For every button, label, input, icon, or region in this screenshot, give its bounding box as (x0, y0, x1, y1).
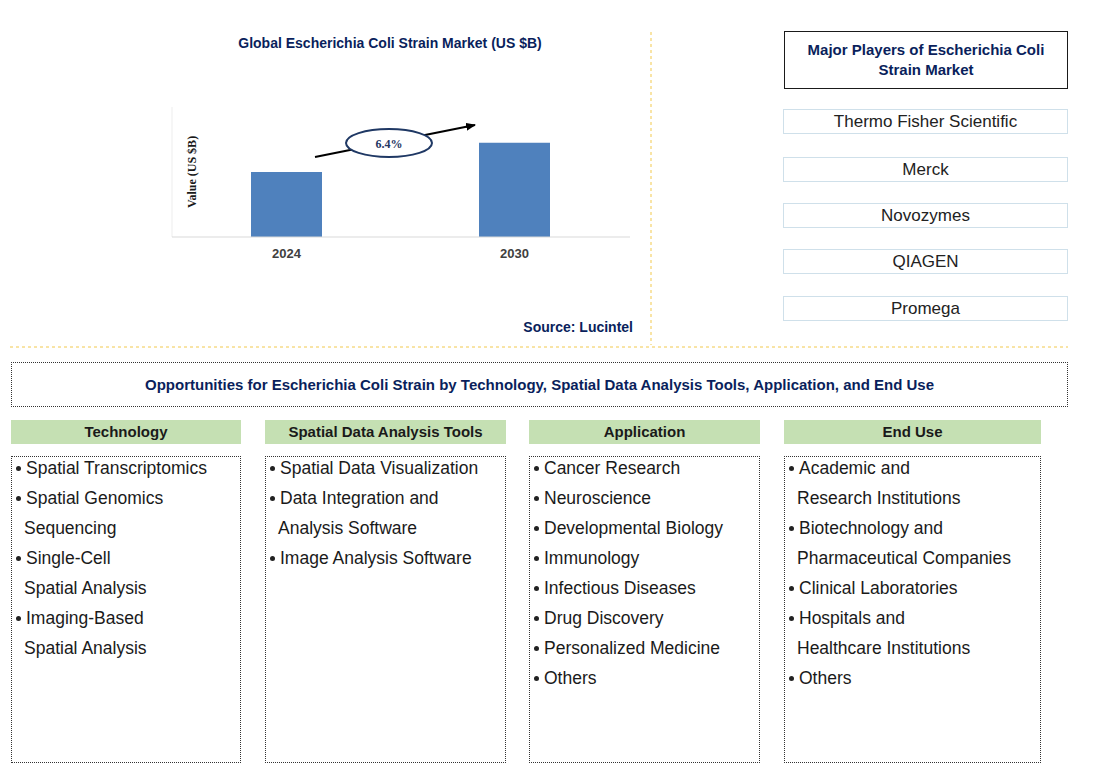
separator (10, 347, 1068, 348)
source: Source: Lucintel (523, 319, 633, 335)
column-item: Single-Cell (26, 543, 111, 573)
column-item: Pharmaceutical Companies (797, 543, 1011, 573)
bullet (789, 676, 794, 681)
player: QIAGEN (783, 249, 1068, 274)
column-item: Cancer Research (544, 453, 680, 483)
x-tick-label: 2030 (500, 246, 529, 261)
column-item: Spatial Analysis (24, 633, 147, 663)
bar (479, 143, 550, 237)
bullet (16, 616, 21, 621)
column-item: Healthcare Institutions (797, 633, 970, 663)
bullet (270, 496, 275, 501)
column-item: Spatial Genomics (26, 483, 163, 513)
column-item: Image Analysis Software (280, 543, 472, 573)
player: Novozymes (783, 203, 1068, 228)
column-item: Immunology (544, 543, 639, 573)
column-item: Others (544, 663, 597, 693)
bullet (16, 556, 21, 561)
growth-arrow (315, 125, 475, 157)
bullet (789, 526, 794, 531)
column-header: Application (529, 420, 760, 444)
column-header: End Use (784, 420, 1041, 444)
bullet (789, 616, 794, 621)
column-item: Spatial Analysis (24, 573, 147, 603)
bullet (534, 586, 539, 591)
bullet (534, 646, 539, 651)
bullet (534, 526, 539, 531)
column-item: Academic and (799, 453, 910, 483)
column-item: Hospitals and (799, 603, 905, 633)
separator (651, 32, 652, 345)
x-axis-line (172, 237, 630, 238)
cagr-ellipse (346, 129, 432, 157)
column-item: Analysis Software (278, 513, 417, 543)
column-header: Technology (11, 420, 241, 444)
player: Merck (783, 157, 1068, 182)
cagr-label: 6.4% (376, 137, 403, 151)
column-item: Spatial Transcriptomics (26, 453, 207, 483)
bullet (534, 676, 539, 681)
players-title: Strain Market (878, 60, 973, 80)
bullet (534, 466, 539, 471)
player: Promega (783, 296, 1068, 321)
column-item: Others (799, 663, 852, 693)
column-item: Developmental Biology (544, 513, 723, 543)
column-item: Biotechnology and (799, 513, 943, 543)
bullet (534, 496, 539, 501)
column-item: Sequencing (24, 513, 116, 543)
player: Thermo Fisher Scientific (783, 109, 1068, 134)
players-title-box: Major Players of Escherichia ColiStrain … (784, 31, 1068, 89)
bullet (789, 466, 794, 471)
chart-title: Global Escherichia Coli Strain Market (U… (238, 35, 541, 51)
column-item: Infectious Diseases (544, 573, 696, 603)
bullet (789, 586, 794, 591)
column-item: Neuroscience (544, 483, 651, 513)
column-item: Imaging-Based (26, 603, 144, 633)
y-axis-label: Value (US $B) (185, 136, 199, 208)
column-item: Spatial Data Visualization (280, 453, 478, 483)
column-item: Research Institutions (797, 483, 960, 513)
column-header: Spatial Data Analysis Tools (265, 420, 506, 444)
column-item: Data Integration and (280, 483, 439, 513)
bar (251, 172, 322, 237)
players-title: Major Players of Escherichia Coli (808, 40, 1045, 60)
bullet (16, 466, 21, 471)
bullet (16, 496, 21, 501)
column-item: Drug Discovery (544, 603, 664, 633)
column-item: Clinical Laboratories (799, 573, 958, 603)
y-axis-line (172, 107, 173, 237)
bullet (270, 556, 275, 561)
bullet (534, 556, 539, 561)
bullet (270, 466, 275, 471)
column-item: Personalized Medicine (544, 633, 720, 663)
x-tick-label: 2024 (272, 246, 302, 261)
opportunities-title: Opportunities for Escherichia Coli Strai… (11, 362, 1068, 407)
bullet (534, 616, 539, 621)
